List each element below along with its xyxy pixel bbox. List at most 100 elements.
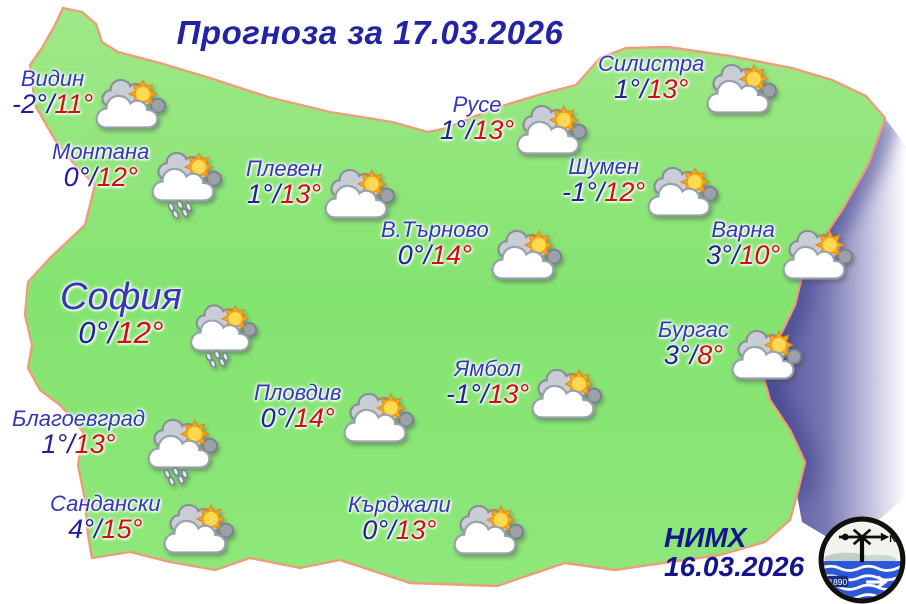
city-temperatures: 1°/13°: [246, 181, 322, 208]
temp-min: 3°: [706, 240, 732, 270]
city-label: Видин -2°/11°: [12, 68, 169, 145]
logo-mast: [859, 536, 865, 563]
city-name: Благоевград: [12, 406, 145, 431]
city-name: Силистра: [598, 51, 705, 76]
temp-max: 10°: [739, 240, 781, 270]
city-name: Варна: [711, 217, 775, 242]
city-name: Плевен: [246, 156, 322, 181]
temp-max: 14°: [293, 403, 335, 433]
city-temperatures: 3°/10°: [706, 242, 780, 269]
city-temperatures: -2°/11°: [12, 91, 93, 118]
partly-cloudy-icon: [725, 323, 805, 396]
logo-year: 1890: [828, 577, 847, 587]
temp-separator: /: [689, 340, 698, 370]
temp-separator: /: [596, 177, 605, 207]
city-label: София 0°/12°: [60, 278, 260, 369]
city-name: Ямбол: [454, 356, 521, 381]
temp-max: 15°: [101, 514, 143, 544]
logo-north-letter: N: [889, 534, 897, 545]
temp-min: 0°: [397, 240, 424, 270]
city-name: Кърджали: [348, 492, 451, 517]
temp-separator: /: [423, 240, 432, 270]
temp-min: 0°: [78, 315, 108, 350]
city-temperatures: 0°/14°: [254, 405, 341, 432]
temp-separator: /: [272, 179, 281, 209]
city-temperatures: 1°/13°: [440, 117, 514, 144]
temp-max: 13°: [488, 379, 530, 409]
partly-cloudy-icon: [525, 362, 605, 435]
temp-max: 13°: [395, 515, 437, 545]
city-label: Ямбол -1°/13°: [446, 358, 605, 435]
temp-separator: /: [388, 515, 396, 545]
page-title: Прогноза за 17.03.2026: [176, 14, 564, 51]
temp-max: 13°: [74, 429, 116, 459]
partly-cloudy-icon: [776, 223, 856, 296]
city-name: В.Търново: [381, 217, 489, 242]
city-label: В.Търново 0°/14°: [381, 219, 565, 296]
temp-max: 8°: [697, 340, 724, 370]
temp-separator: /: [465, 115, 474, 145]
partly-cloudy-icon: [337, 386, 417, 459]
temp-min: 1°: [440, 115, 466, 145]
partly-cloudy-icon: [700, 57, 780, 130]
city-temperatures: 3°/8°: [658, 342, 729, 369]
city-temperatures: -1°/12°: [562, 179, 645, 206]
temp-separator: /: [94, 514, 102, 544]
city-label: Бургас 3°/8°: [658, 319, 805, 396]
temp-max: 13°: [280, 179, 322, 209]
temp-min: 0°: [63, 162, 90, 192]
temp-max: 13°: [473, 115, 515, 145]
temp-separator: /: [46, 89, 55, 119]
temp-min: -1°: [446, 379, 481, 409]
city-label: Плевен 1°/13°: [246, 158, 398, 235]
source-block: НИМХ 16.03.2026: [664, 522, 805, 582]
city-label: Русе 1°/13°: [440, 94, 590, 171]
partly-cloudy-rain-icon: [184, 296, 260, 369]
temp-max: 11°: [54, 89, 94, 119]
city-label: Монтана 0°/12°: [52, 141, 225, 218]
city-temperatures: -1°/13°: [446, 381, 529, 408]
temp-max: 14°: [431, 240, 472, 270]
city-temperatures: 0°/12°: [52, 164, 149, 191]
city-name: София: [60, 276, 182, 318]
temp-max: 12°: [96, 162, 138, 192]
source-name: НИМХ: [664, 522, 747, 553]
city-label: Благоевград 1°/13°: [12, 408, 221, 485]
temp-min: 4°: [68, 514, 95, 544]
partly-cloudy-icon: [447, 498, 527, 571]
temp-min: 1°: [246, 179, 273, 209]
logo-arrow-icon: [866, 575, 888, 589]
city-name: Бургас: [658, 317, 729, 342]
temp-min: 0°: [260, 403, 287, 433]
city-temperatures: 0°/14°: [381, 242, 489, 269]
temp-min: 1°: [41, 429, 68, 459]
temp-min: -1°: [562, 177, 597, 207]
temp-separator: /: [286, 403, 294, 433]
nimh-logo: 1890 N: [818, 516, 906, 604]
temp-separator: /: [731, 240, 740, 270]
city-name: Русе: [452, 92, 502, 117]
issue-date: 16.03.2026: [664, 550, 805, 582]
temp-separator: /: [639, 74, 648, 104]
city-label: Кърджали 0°/13°: [348, 494, 527, 571]
city-label: Пловдив 0°/14°: [254, 382, 417, 459]
temp-separator: /: [67, 429, 75, 459]
city-label: Шумен -1°/12°: [562, 156, 721, 233]
temp-max: 12°: [604, 177, 646, 207]
city-name: Сандански: [50, 491, 161, 516]
city-temperatures: 0°/12°: [60, 317, 182, 348]
temp-min: 0°: [362, 515, 389, 545]
city-temperatures: 0°/13°: [348, 517, 451, 544]
partly-cloudy-icon: [89, 72, 169, 145]
temp-separator: /: [480, 379, 489, 409]
city-name: Видин: [20, 66, 85, 91]
temp-max: 13°: [647, 74, 689, 104]
partly-cloudy-rain-icon: [145, 145, 225, 218]
partly-cloudy-icon: [485, 223, 565, 296]
temp-min: -2°: [12, 89, 47, 119]
partly-cloudy-rain-icon: [141, 412, 221, 485]
city-label: Варна 3°/10°: [706, 219, 856, 296]
temp-max: 12°: [116, 315, 164, 350]
city-temperatures: 1°/13°: [12, 431, 145, 458]
city-label: Сандански 4°/15°: [50, 493, 237, 570]
